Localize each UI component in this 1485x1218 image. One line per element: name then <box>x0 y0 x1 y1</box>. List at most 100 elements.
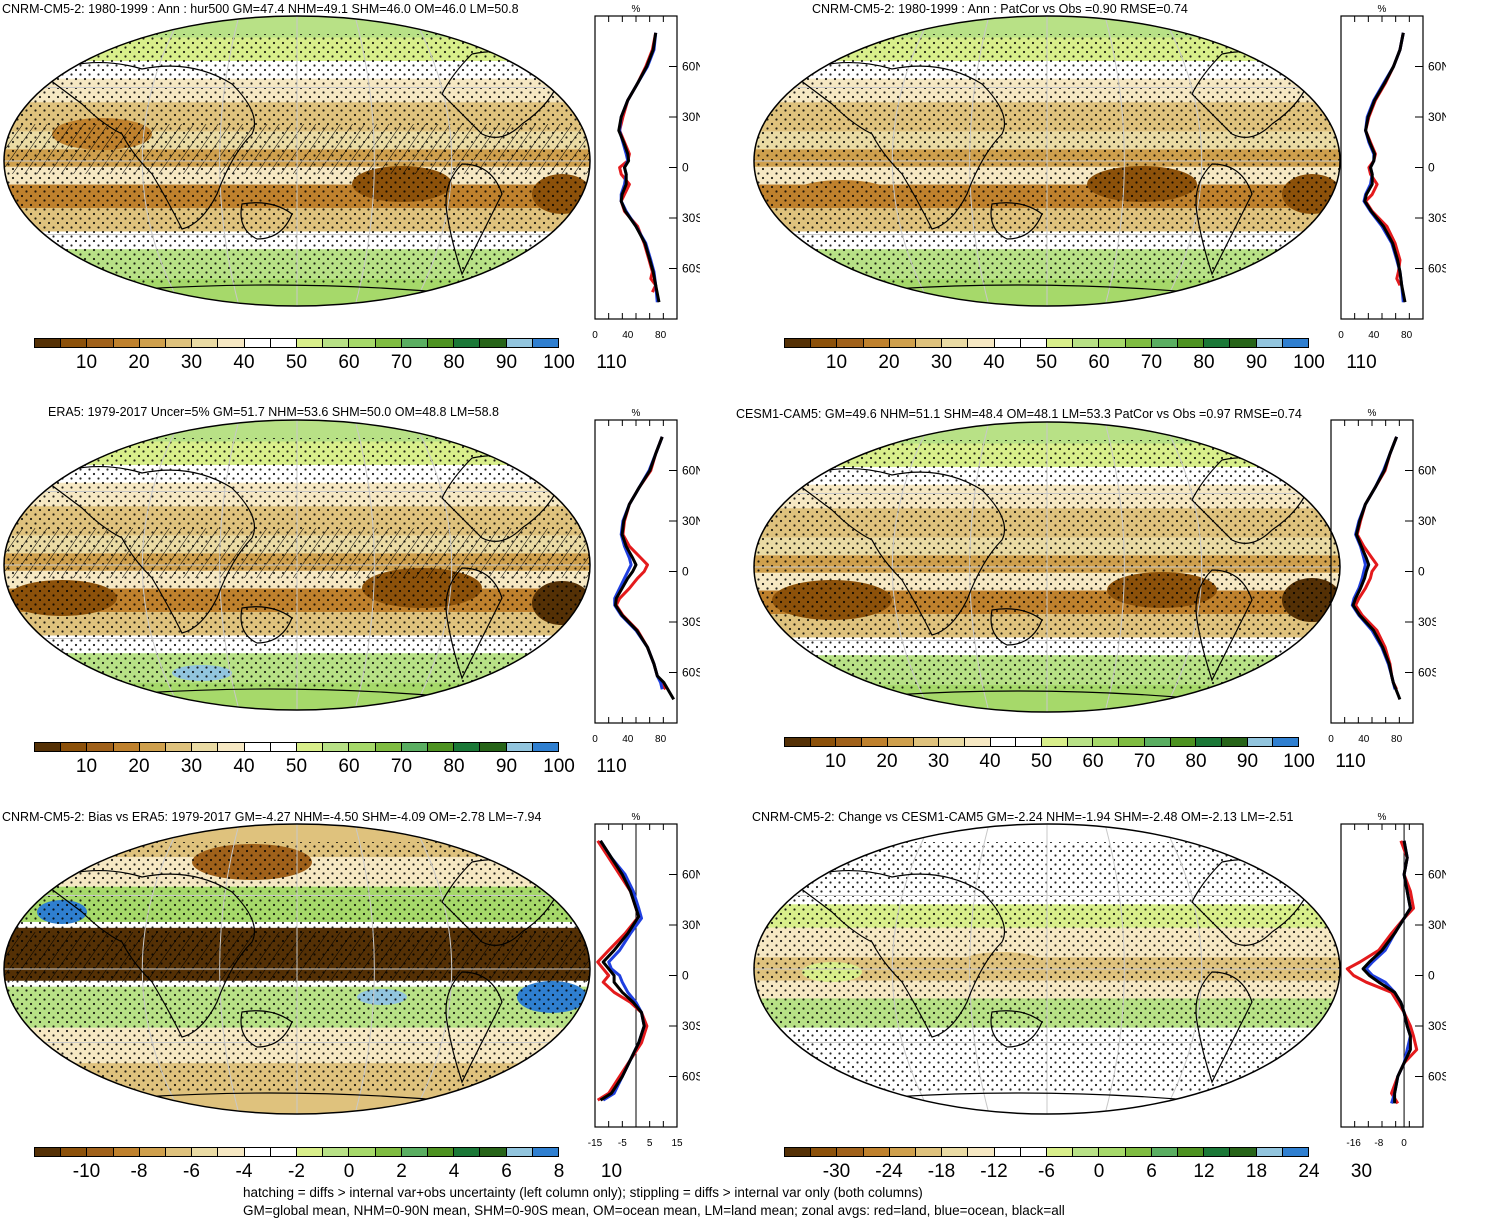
colorbar-swatch <box>401 339 429 347</box>
panel-title-1: CNRM-CM5-2: 1980-1999 : Ann : hur500 GM=… <box>2 2 519 16</box>
colorbar-swatch <box>785 339 812 347</box>
colorbar-tick-label: 50 <box>285 352 308 373</box>
zonal-y-tick-label: 30N <box>682 918 700 932</box>
zonal-line-land <box>1364 32 1405 286</box>
colorbar-labels-2: 10 20 30 40 50 60 70 80 90 100 110 <box>784 352 1377 376</box>
panel-title-3: ERA5: 1979-2017 Uncer=5% GM=51.7 NHM=53.… <box>48 405 499 419</box>
coastline <box>790 61 1006 230</box>
colorbar-tick-label: -24 <box>875 1161 903 1182</box>
colorbar-swatch <box>1151 339 1179 347</box>
coastline <box>445 567 503 680</box>
colorbar-swatch <box>349 1148 376 1156</box>
coastline <box>1195 163 1253 276</box>
coastline <box>445 971 503 1084</box>
colorbar-swatch <box>323 339 350 347</box>
colorbar-tick-label: 100 <box>543 352 575 373</box>
zonal-mean-panel-3: % 60N 30N 0 30S 60S 0 40 80 <box>592 408 700 745</box>
colorbar-swatch <box>836 738 863 746</box>
colorbar-swatch <box>1230 339 1257 347</box>
zonal-y-tick-label: 60N <box>682 868 700 882</box>
zonal-y-tick-label: 60S <box>682 666 700 680</box>
zonal-unit-label: % <box>632 812 641 823</box>
colorbar-tick-label: 80 <box>443 352 465 373</box>
colorbar-swatch <box>139 1148 167 1156</box>
colorbar-tick-label: -2 <box>288 1161 305 1182</box>
colorbar-tick-label: 40 <box>233 352 255 373</box>
zonal-unit-label: % <box>632 4 641 15</box>
colorbar-tick-label: 18 <box>1245 1161 1268 1182</box>
zonal-line-land <box>1345 840 1419 1105</box>
colorbar-swatch <box>506 1148 533 1156</box>
colorbar-swatch <box>1282 339 1309 347</box>
colorbar-swatch <box>532 743 559 751</box>
panel-title-5: CNRM-CM5-2: Bias vs ERA5: 1979-2017 GM=-… <box>2 810 542 824</box>
colorbar-tick-label: 30 <box>1350 1161 1373 1182</box>
colorbar-swatch <box>1256 1148 1283 1156</box>
zonal-x-tick-label: 80 <box>1401 330 1413 341</box>
colorbar-swatch <box>244 1148 271 1156</box>
colorbar-swatch <box>1047 1148 1074 1156</box>
colorbar-swatch <box>968 1148 995 1156</box>
colorbar-swatch <box>428 743 455 751</box>
zonal-line-all <box>617 32 661 303</box>
map-outline <box>3 15 591 307</box>
colorbar-swatch <box>166 743 193 751</box>
colorbar-swatch <box>837 1148 864 1156</box>
colorbar-tick-label: 6 <box>1146 1161 1157 1182</box>
colorbar-tick-label: 20 <box>128 352 150 373</box>
zonal-x-tick-label: -5 <box>618 1138 627 1149</box>
colorbar-tick-label: 90 <box>495 352 518 373</box>
zonal-mean-panel-1: % 60N 30N 0 30S 60S 0 40 80 <box>592 4 700 341</box>
coastline <box>141 1092 463 1103</box>
colorbar-swatch <box>1247 738 1274 746</box>
colorbar-tick-label: 80 <box>443 756 465 777</box>
coastline <box>445 163 503 276</box>
colorbar-swatch <box>166 1148 193 1156</box>
colorbar-swatch <box>113 339 140 347</box>
map-outline <box>3 823 591 1115</box>
colorbar-labels-3: 10 20 30 40 50 60 70 80 90 100 110 <box>34 756 627 780</box>
colorbar-swatch <box>61 339 88 347</box>
colorbar-swatch <box>349 743 376 751</box>
colorbar-tick-label: 6 <box>501 1161 512 1182</box>
colorbar-swatch <box>61 743 88 751</box>
zonal-x-tick-label: 0 <box>592 330 598 341</box>
colorbar-tick-label: -12 <box>980 1161 1008 1182</box>
zonal-line-land <box>614 436 667 690</box>
colorbar-swatch <box>35 1148 62 1156</box>
map-field <box>4 16 590 306</box>
zonal-x-tick-label: 0 <box>1338 330 1344 341</box>
zonal-line-all <box>614 436 675 701</box>
colorbar-tick-label: 60 <box>1088 352 1110 373</box>
colorbar-swatch <box>323 1148 350 1156</box>
colorbar-swatch <box>1020 339 1048 347</box>
colorbar-swatch <box>375 743 402 751</box>
colorbar-swatch <box>87 743 114 751</box>
zonal-y-tick-label: 60N <box>682 60 700 74</box>
colorbar-swatch <box>1204 339 1231 347</box>
zonal-line-all <box>1363 32 1407 303</box>
coastline <box>790 467 1006 636</box>
map-field <box>4 420 590 710</box>
colorbar-labels-4: 10 20 30 40 50 60 70 80 90 100 110 <box>784 751 1366 775</box>
colorbar-swatch <box>1119 738 1145 746</box>
colorbar-swatch <box>244 743 271 751</box>
colorbar-swatch <box>1178 1148 1205 1156</box>
coastline <box>240 1010 293 1048</box>
colorbar-3 <box>34 742 559 752</box>
colorbar-swatch <box>1221 738 1248 746</box>
colorbar-swatch <box>1073 1148 1100 1156</box>
colorbar-swatch <box>785 1148 812 1156</box>
colorbar-swatch <box>270 743 298 751</box>
zonal-y-tick-label: 0 <box>1428 969 1435 983</box>
colorbar-swatch <box>1178 339 1205 347</box>
colorbar-tick-label: 110 <box>1346 352 1377 373</box>
colorbar-swatch <box>218 1148 245 1156</box>
zonal-x-tick-label: 0 <box>1328 734 1334 745</box>
colorbar-tick-label: 100 <box>1283 751 1315 772</box>
coastline <box>790 869 1006 1038</box>
coastline <box>240 606 293 644</box>
zonal-y-tick-label: 60S <box>682 1070 700 1084</box>
colorbar-tick-label: 8 <box>553 1161 565 1182</box>
panel-title-4: CESM1-CAM5: GM=49.6 NHM=51.1 SHM=48.4 OM… <box>736 407 1302 421</box>
